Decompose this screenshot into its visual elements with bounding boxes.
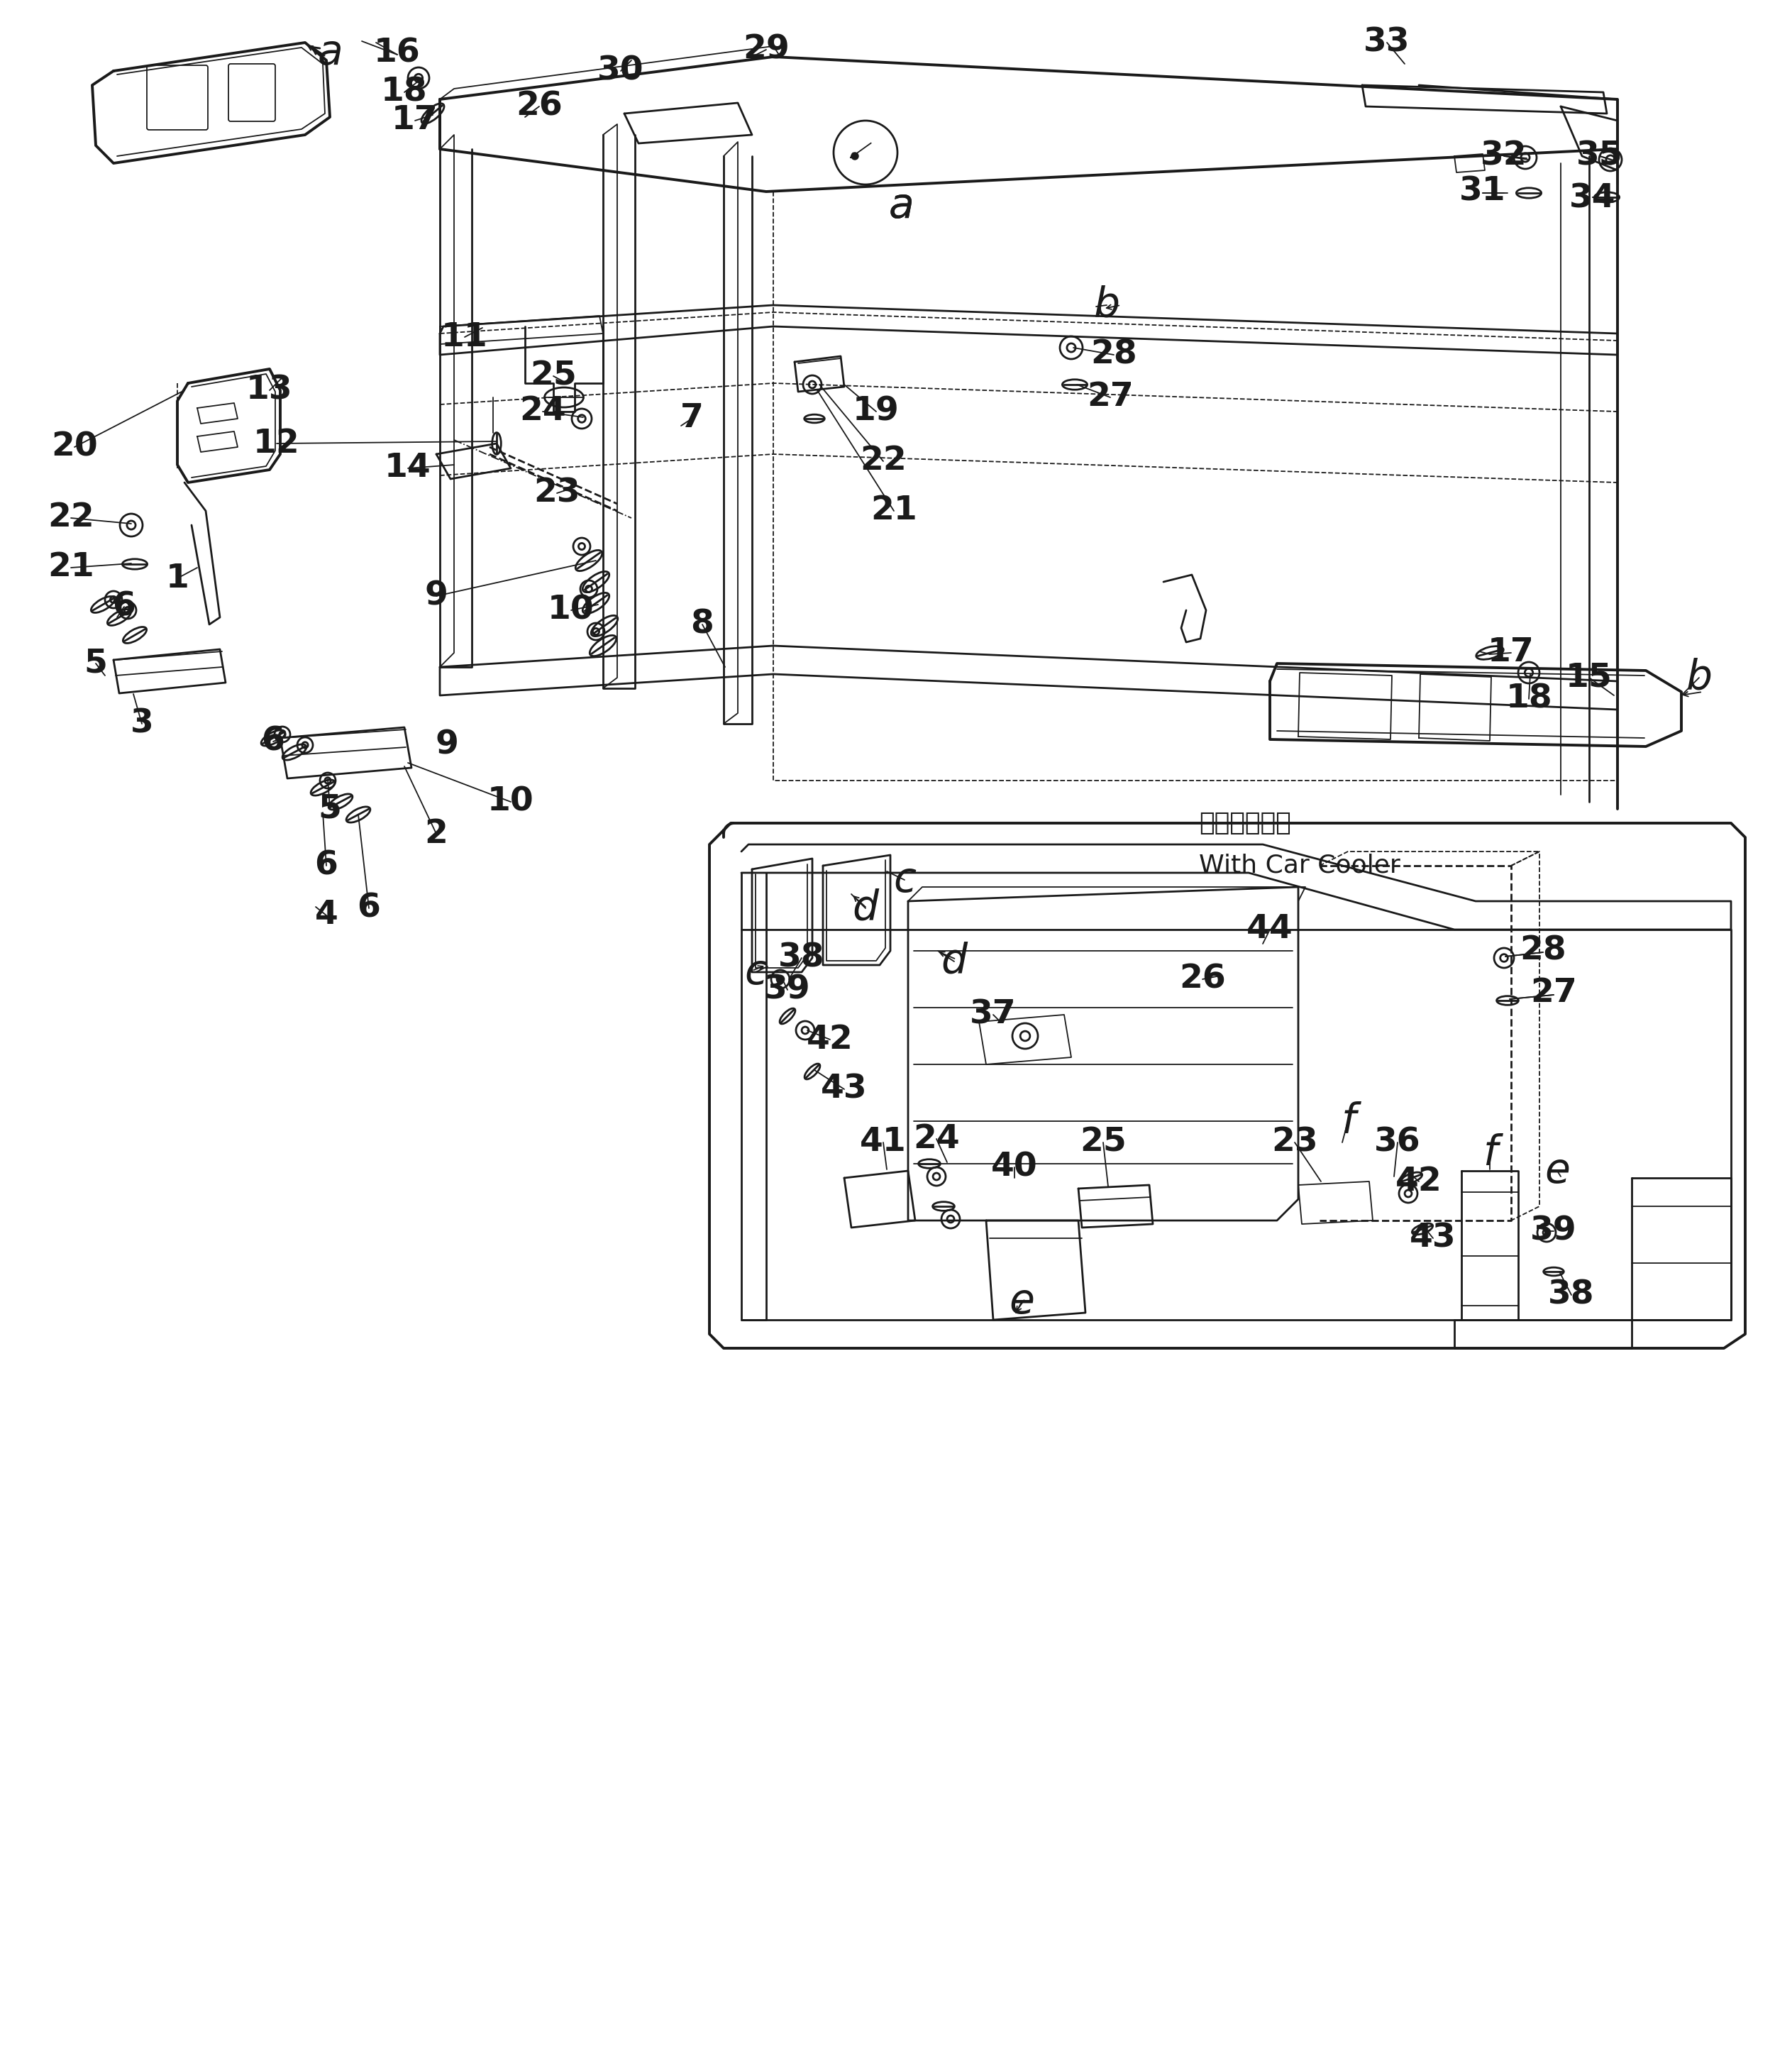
Text: a: a <box>318 33 343 73</box>
Text: 31: 31 <box>1459 176 1505 207</box>
Text: 39: 39 <box>765 974 811 1005</box>
Text: 32: 32 <box>1480 141 1527 172</box>
Text: 26: 26 <box>1179 963 1227 995</box>
Text: 23: 23 <box>1271 1127 1319 1158</box>
Text: 41: 41 <box>859 1127 907 1158</box>
Text: 23: 23 <box>534 477 580 510</box>
Text: 24: 24 <box>912 1123 960 1154</box>
Circle shape <box>852 153 859 160</box>
Text: 15: 15 <box>1566 661 1612 694</box>
Text: d: d <box>941 941 967 982</box>
Text: d: d <box>852 889 879 928</box>
Text: 40: 40 <box>990 1152 1038 1183</box>
Text: 25: 25 <box>531 361 577 392</box>
Text: 28: 28 <box>1519 934 1566 968</box>
Text: 21: 21 <box>48 551 94 584</box>
Text: 4: 4 <box>314 899 337 930</box>
Text: 39: 39 <box>1530 1214 1576 1247</box>
Text: 26: 26 <box>517 91 563 122</box>
Text: 25: 25 <box>1079 1127 1127 1158</box>
Text: 37: 37 <box>969 999 1017 1030</box>
Text: 17: 17 <box>392 106 438 137</box>
Text: 36: 36 <box>1374 1127 1420 1158</box>
Text: 44: 44 <box>1246 914 1294 945</box>
Text: 8: 8 <box>690 609 714 640</box>
Text: a: a <box>888 186 914 226</box>
Text: 14: 14 <box>385 452 431 485</box>
Text: 5: 5 <box>83 646 108 680</box>
Text: 20: 20 <box>51 431 98 462</box>
Text: 1: 1 <box>165 562 188 595</box>
Text: 2: 2 <box>424 818 447 850</box>
Text: e: e <box>1008 1283 1035 1322</box>
Text: 18: 18 <box>382 77 428 108</box>
Text: 42: 42 <box>806 1024 854 1055</box>
Text: b: b <box>1093 284 1120 325</box>
Text: 22: 22 <box>48 501 94 535</box>
Text: カークーラ付: カークーラ付 <box>1198 810 1290 835</box>
Text: 17: 17 <box>1487 636 1534 669</box>
Text: 24: 24 <box>520 396 566 427</box>
Text: 27: 27 <box>1086 381 1134 412</box>
Text: e: e <box>1544 1150 1569 1191</box>
Text: 12: 12 <box>254 427 300 460</box>
Text: 16: 16 <box>375 37 421 68</box>
Text: 6: 6 <box>112 591 137 624</box>
Text: 34: 34 <box>1569 182 1615 215</box>
Text: 28: 28 <box>1090 340 1138 371</box>
Text: 9: 9 <box>424 580 447 611</box>
Text: 6: 6 <box>314 850 337 883</box>
Text: c: c <box>744 951 767 992</box>
Text: 22: 22 <box>859 445 907 477</box>
Text: a: a <box>888 186 914 226</box>
Text: c: c <box>893 860 916 899</box>
Text: 7: 7 <box>680 402 703 435</box>
Text: 38: 38 <box>1548 1278 1594 1312</box>
Text: 10: 10 <box>548 595 595 626</box>
Text: 38: 38 <box>779 943 825 974</box>
Text: 3: 3 <box>130 709 153 740</box>
Text: 6: 6 <box>261 725 284 758</box>
Text: 5: 5 <box>318 794 341 825</box>
Text: 33: 33 <box>1363 27 1409 58</box>
Text: 9: 9 <box>435 729 458 760</box>
Text: f: f <box>1482 1133 1496 1173</box>
Text: 35: 35 <box>1576 141 1622 172</box>
Text: b: b <box>1686 657 1713 698</box>
Text: f: f <box>1340 1100 1354 1142</box>
Text: 10: 10 <box>488 785 534 818</box>
Text: 21: 21 <box>870 495 918 526</box>
Text: 42: 42 <box>1395 1164 1441 1198</box>
Text: 43: 43 <box>1409 1222 1456 1254</box>
Text: 27: 27 <box>1530 978 1576 1009</box>
Text: 11: 11 <box>442 321 488 352</box>
Text: 43: 43 <box>822 1073 868 1104</box>
Text: 18: 18 <box>1505 684 1551 715</box>
Text: 6: 6 <box>357 893 380 924</box>
Text: 29: 29 <box>744 33 790 66</box>
Text: 19: 19 <box>852 396 900 427</box>
Text: 13: 13 <box>247 375 293 406</box>
Text: 30: 30 <box>598 56 644 87</box>
Text: With Car Cooler: With Car Cooler <box>1198 854 1400 879</box>
